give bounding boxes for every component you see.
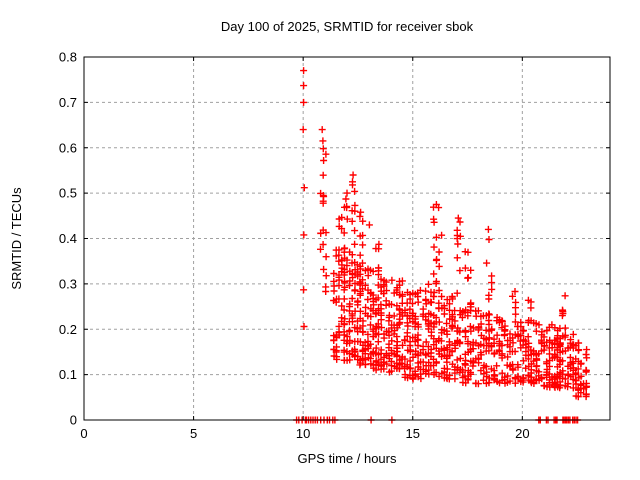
y-axis-label: SRMTID / TECUs [9, 187, 24, 290]
x-tick-label: 20 [515, 426, 529, 441]
x-tick-label: 15 [406, 426, 420, 441]
y-tick-label: 0.4 [59, 231, 77, 246]
x-tick-label: 0 [80, 426, 87, 441]
y-tick-label: 0 [70, 413, 77, 428]
y-tick-label: 0.5 [59, 186, 77, 201]
x-tick-label: 10 [296, 426, 310, 441]
chart-title: Day 100 of 2025, SRMTID for receiver sbo… [221, 19, 474, 34]
x-tick-label: 5 [190, 426, 197, 441]
scatter-markers [293, 67, 591, 424]
y-tick-label: 0.1 [59, 367, 77, 382]
y-tick-label: 0.8 [59, 50, 77, 65]
plot-frame [83, 56, 611, 421]
y-tick-label: 0.3 [59, 276, 77, 291]
tick-labels: 0 5 10 15 20 0 0.1 0.2 0.3 0.4 0.5 0.6 0.7 0.8 [59, 50, 530, 442]
x-axis-label: GPS time / hours [298, 451, 397, 466]
y-tick-label: 0.2 [59, 322, 77, 337]
data-points [293, 67, 591, 424]
y-tick-label: 0.7 [59, 95, 77, 110]
y-tick-label: 0.6 [59, 140, 77, 155]
